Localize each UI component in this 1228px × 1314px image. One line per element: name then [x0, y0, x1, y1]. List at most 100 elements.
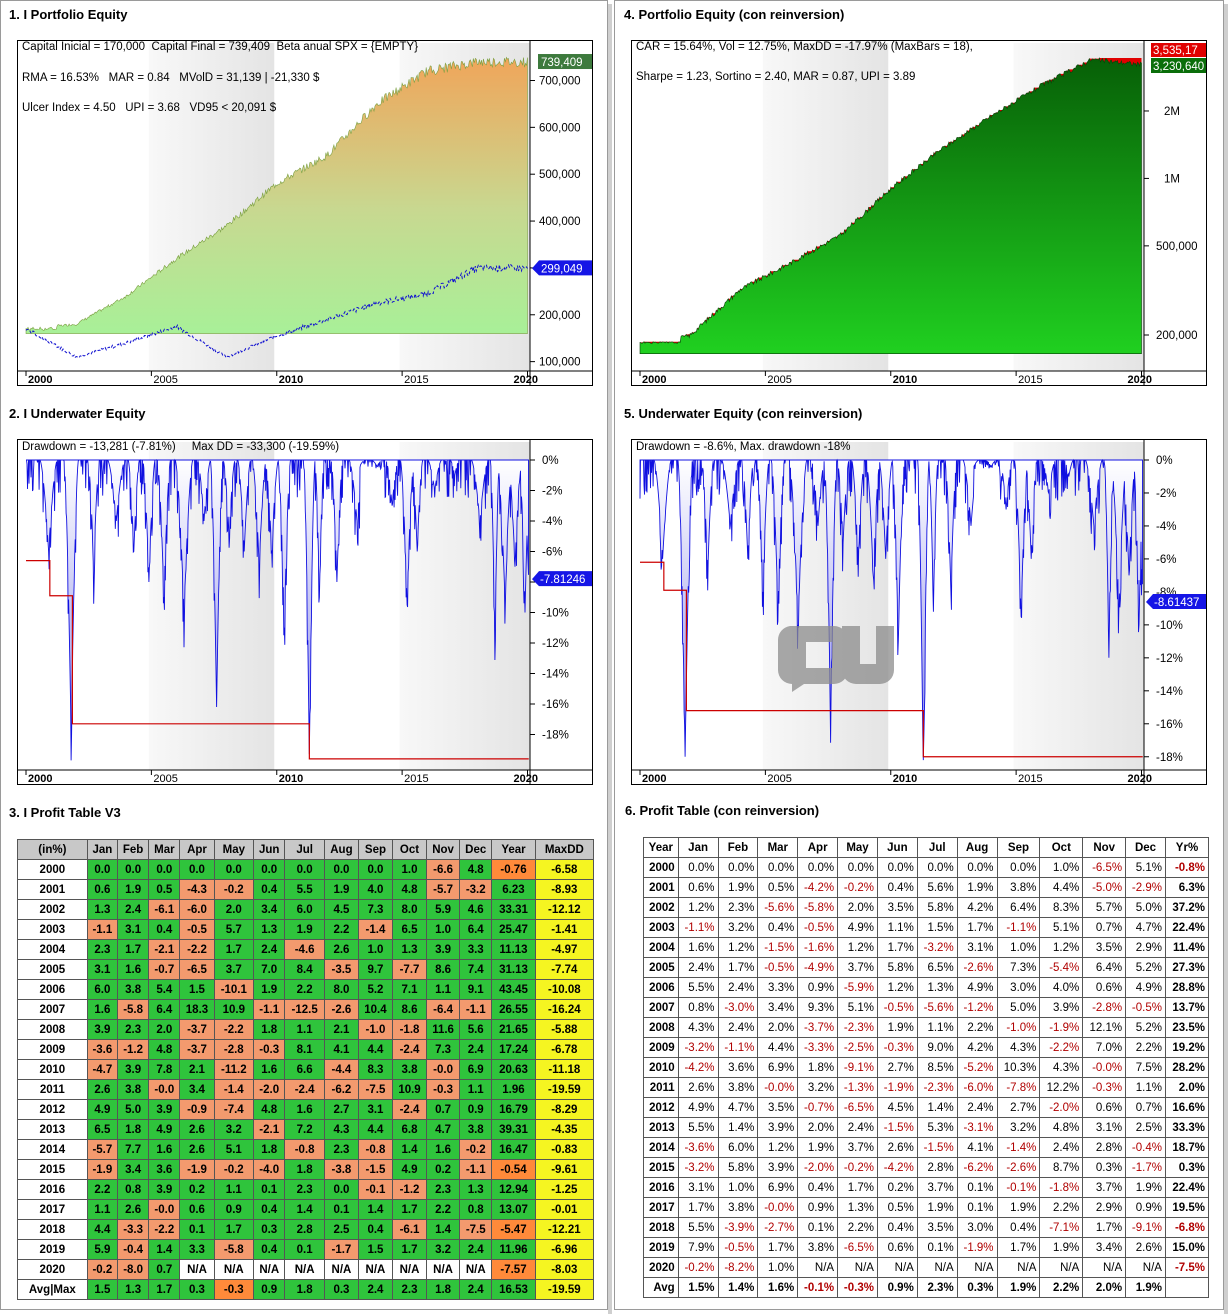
table6-month-cell: -1.1% — [677, 917, 719, 938]
table6-month-cell: 5.0% — [1125, 897, 1166, 918]
table6-month-cell: 1.2% — [717, 937, 759, 958]
table6-month-cell: 1.1% — [916, 1017, 958, 1038]
table6-month-cell: N/A — [996, 1257, 1041, 1278]
table3-month-cell: N/A — [323, 1259, 359, 1280]
table3-year-return-cell: -5.47 — [491, 1219, 536, 1240]
equity-reinversion-svg: 2M 1M 500,000 200,000 2000 2005 2010 2015 2020 3,… — [632, 41, 1206, 385]
section-title-profit-table-reinversion: 6. Profit Table (con reinversion) — [625, 803, 820, 818]
table6-month-cell: 0.0% — [876, 857, 918, 878]
table6-month-cell: N/A — [1039, 1257, 1084, 1278]
x-tick-label: 2020 — [1127, 374, 1151, 385]
table3-month-cell: -1.2 — [391, 1179, 428, 1200]
table6-month-cell: 2.4% — [956, 1097, 998, 1118]
table6-month-cell: -5.6% — [757, 897, 799, 918]
table3-maxdd-cell: -4.97 — [534, 939, 595, 960]
table3-month-cell: 7.3 — [357, 899, 393, 920]
table3-month-cell: 3.4 — [117, 1159, 150, 1180]
table6-year-return-cell — [1164, 1277, 1210, 1298]
table6-month-cell: 2.2% — [1039, 1277, 1084, 1298]
table3-month-cell: 0.0 — [213, 859, 255, 880]
table6-month-cell: 2.5% — [1125, 1117, 1166, 1138]
table3-month-cell: 1.8 — [117, 1119, 150, 1140]
table3-month-cell: 2.2 — [284, 979, 325, 1000]
y-tick-label: 700,000 — [539, 75, 581, 87]
table6-month-cell: -1.4% — [996, 1137, 1041, 1158]
table3-year-return-cell: 11.13 — [491, 939, 536, 960]
table6-month-cell: 2.6% — [677, 1077, 719, 1098]
table3-maxdd-cell: -10.08 — [534, 979, 595, 1000]
table3-month-cell: 4.8 — [391, 879, 428, 900]
table3-month-cell: 2.5 — [323, 1219, 359, 1240]
right-column-shadow — [1224, 4, 1228, 1314]
table3-year-cell: 2015 — [17, 1159, 88, 1180]
table6-year-return-cell: 13.7% — [1164, 997, 1210, 1018]
table3-month-cell: 1.9 — [117, 879, 150, 900]
x-tick-label: 2005 — [767, 374, 791, 385]
x-tick-label: 2010 — [893, 374, 917, 385]
table3-month-cell: -0.7 — [148, 959, 181, 980]
table6-month-cell: -2.9% — [1125, 877, 1166, 898]
table3-year-cell: 2005 — [17, 959, 88, 980]
table6-month-cell: 0.9% — [876, 1277, 918, 1298]
table6-month-cell: 3.9% — [757, 1117, 799, 1138]
table6-month-cell: 3.7% — [837, 957, 878, 978]
table3-month-cell: -1.1 — [86, 919, 119, 940]
table3-month-cell: -4.4 — [323, 1059, 359, 1080]
table3-row: 2016 2.2 0.8 3.9 0.2 1.1 0.1 2.3 0.0 -0.1 -1.2 2.3 1… — [17, 1179, 595, 1200]
table6-month-cell: -0.2% — [837, 877, 878, 898]
table6-month-cell: -0.4% — [1125, 1137, 1166, 1158]
table6-month-cell: N/A — [916, 1257, 958, 1278]
table6-month-cell: 6.4% — [1082, 957, 1127, 978]
table6-year-return-cell: 6.3% — [1164, 877, 1210, 898]
benchmark-badge — [532, 260, 592, 276]
table3-month-cell: 4.4 — [357, 1119, 393, 1140]
table3-month-cell: 3.2 — [426, 1239, 461, 1260]
table3-month-cell: 1.3 — [459, 1179, 493, 1200]
table6-month-cell: 5.5% — [677, 1117, 719, 1138]
x-tick-label: 2000 — [642, 773, 666, 784]
table6-year-return-cell: 16.6% — [1164, 1097, 1210, 1118]
table6-month-cell: 0.0% — [677, 857, 719, 878]
table6-header-cell: May — [837, 837, 878, 858]
table3-month-cell: -1.9 — [179, 1159, 215, 1180]
table6-month-cell: -0.5% — [717, 1237, 759, 1258]
table6-year-cell: 2006 — [643, 977, 679, 998]
table6-month-cell: 3.0% — [996, 977, 1041, 998]
table3-month-cell: 2.2 — [426, 1199, 461, 1220]
table3-month-cell: 7.2 — [284, 1119, 325, 1140]
table3-month-cell: 1.0 — [426, 919, 461, 940]
table3-month-cell: 2.8 — [284, 1219, 325, 1240]
table6-month-cell: 4.3% — [1039, 1057, 1084, 1078]
table3-month-cell: 9.1 — [459, 979, 493, 1000]
table3-maxdd-cell: -6.58 — [534, 859, 595, 880]
table6-month-cell: -1.6% — [797, 937, 839, 958]
table6-month-cell: -2.3% — [916, 1077, 958, 1098]
table6-month-cell: 1.9% — [1039, 1237, 1084, 1258]
table3-maxdd-cell: -19.59 — [534, 1279, 595, 1300]
table3-month-cell: 2.6 — [117, 1199, 150, 1220]
table3-maxdd-cell: -19.59 — [534, 1079, 595, 1100]
table3-month-cell: -0.8 — [284, 1139, 325, 1160]
table3-year-cell: 2008 — [17, 1019, 88, 1040]
table3-month-cell: -3.5 — [323, 959, 359, 980]
table3-maxdd-cell: -16.24 — [534, 999, 595, 1020]
table3-month-cell: 1.8 — [284, 1159, 325, 1180]
table3-month-cell: 1.9 — [253, 979, 286, 1000]
table3-month-cell: 2.0 — [213, 899, 255, 920]
table6-month-cell: 2.7% — [876, 1057, 918, 1078]
table6-row: 2004 1.6% 1.2% -1.5% -1.6% 1.2% 1.7% -3.2% 3.1% 1… — [643, 937, 1210, 958]
x-tick-label: 2015 — [1018, 374, 1042, 385]
table3-month-cell: -10.1 — [213, 979, 255, 1000]
table3-month-cell: -0.2 — [86, 1259, 119, 1280]
table3-month-cell: 5.6 — [459, 1019, 493, 1040]
drawdown-area — [26, 458, 529, 761]
table3-month-cell: 10.9 — [213, 999, 255, 1020]
table6-month-cell: -5.4% — [1039, 957, 1084, 978]
table3-month-cell: 0.1 — [179, 1219, 215, 1240]
table6-month-cell: 4.9% — [1125, 977, 1166, 998]
table6-row: 2007 0.8% -3.0% 3.4% 9.3% 5.1% -0.5% -5.6% -1.2%… — [643, 997, 1210, 1018]
x-tick-label: 2020 — [1127, 773, 1151, 784]
table3-month-cell: -0.0 — [148, 1079, 181, 1100]
table3-month-cell: 2.1 — [323, 1019, 359, 1040]
table3-year-cell: 2007 — [17, 999, 88, 1020]
